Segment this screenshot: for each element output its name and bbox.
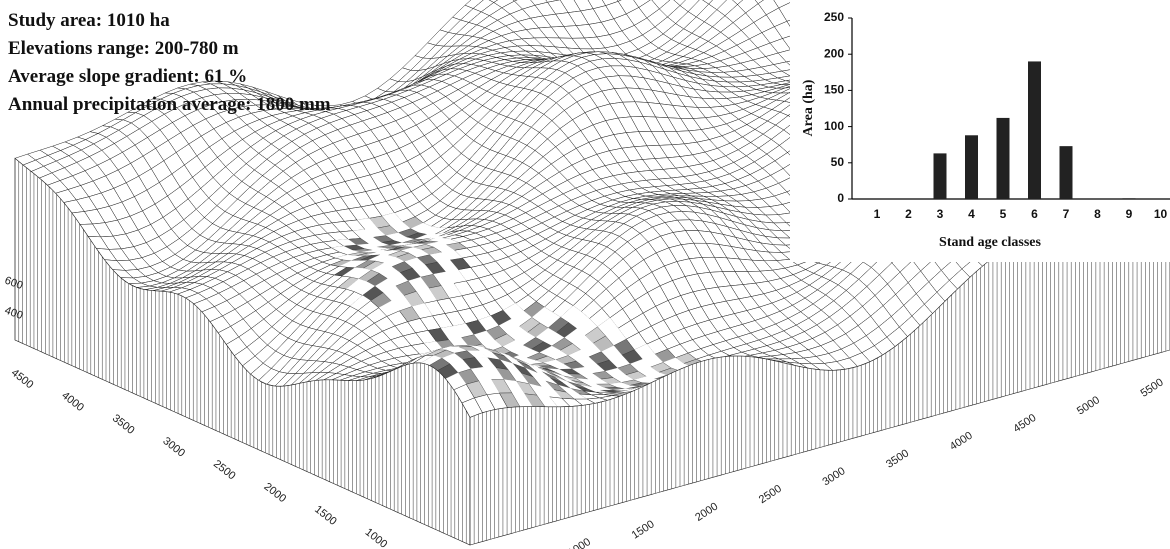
y-tick-label: 100 (824, 119, 844, 133)
x-label: 2000 (262, 481, 289, 506)
bar (997, 118, 1010, 199)
y-label: 1500 (630, 518, 657, 541)
figure: 6004004500400035003000250020001500100050… (0, 0, 1170, 549)
y-label: 1000 (566, 536, 593, 549)
x-tick-label: 2 (905, 207, 912, 221)
y-tick-label: 250 (824, 10, 844, 24)
y-label: 5500 (1139, 376, 1166, 399)
info-line: Elevations range: 200-780 m (8, 38, 239, 59)
bar (1123, 198, 1136, 199)
inset-background (790, 0, 1170, 262)
inset-chart: Stand age classes Area (ha) 0 50 100 150 200… (790, 0, 1170, 262)
y-label: 3000 (820, 465, 847, 488)
info-line: Average slope gradient: 61 % (8, 66, 247, 87)
y-label: 2000 (693, 501, 720, 524)
x-label: 4000 (59, 390, 86, 415)
y-tick-label: 0 (837, 191, 844, 205)
info-text: Study area: 1010 ha Elevations range: 20… (8, 10, 331, 115)
bar (1028, 61, 1041, 199)
info-line: Study area: 1010 ha (8, 10, 170, 31)
x-tick-label: 7 (1063, 207, 1070, 221)
x-label: 2500 (211, 458, 238, 483)
x-label: 1000 (363, 526, 390, 549)
y-label: 4500 (1011, 412, 1038, 435)
x-tick-label: 6 (1031, 207, 1038, 221)
x-tick-label: 8 (1094, 207, 1101, 221)
y-axis-label: Area (ha) (801, 79, 816, 136)
bar (965, 135, 978, 199)
x-label: 4500 (9, 367, 36, 392)
x-tick-label: 3 (937, 207, 944, 221)
x-tick-label: 10 (1154, 207, 1168, 221)
y-tick-label: 50 (831, 155, 845, 169)
y-tick-label: 150 (824, 83, 844, 97)
y-label: 3500 (884, 447, 911, 470)
x-label: 3000 (160, 435, 187, 460)
bar (1060, 146, 1073, 199)
x-label: 3500 (110, 412, 137, 437)
x-tick-label: 4 (968, 207, 975, 221)
info-line: Annual precipitation average: 1800 mm (8, 94, 331, 115)
y-label: 4000 (948, 430, 975, 453)
x-tick-label: 1 (874, 207, 881, 221)
x-tick-label: 5 (1000, 207, 1007, 221)
bar (934, 153, 947, 199)
y-label: 2500 (757, 483, 784, 506)
y-label: 5000 (1075, 394, 1102, 417)
x-tick-label: 9 (1126, 207, 1133, 221)
x-label: 1500 (312, 503, 339, 528)
x-axis-label: Stand age classes (939, 235, 1041, 250)
y-tick-label: 200 (824, 46, 844, 60)
